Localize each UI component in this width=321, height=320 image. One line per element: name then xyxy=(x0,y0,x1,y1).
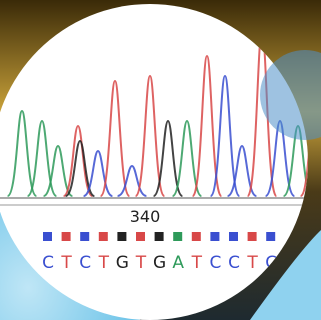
base-square xyxy=(210,232,219,241)
ruler-label: 340 xyxy=(130,207,161,226)
base-square xyxy=(43,232,52,241)
base-square xyxy=(117,232,126,241)
base-letter: T xyxy=(191,253,203,273)
base-square xyxy=(173,232,182,241)
base-square xyxy=(62,232,71,241)
base-letter: T xyxy=(60,253,72,273)
base-letter: G xyxy=(116,253,129,273)
base-square xyxy=(248,232,257,241)
page: 340 3 CTCTGTGATCCTC (() => { const data … xyxy=(0,0,321,320)
base-square xyxy=(229,232,238,241)
base-letter: A xyxy=(172,253,184,273)
base-letter: C xyxy=(42,253,54,273)
base-square xyxy=(155,232,164,241)
base-letter: C xyxy=(228,253,240,273)
base-letter: T xyxy=(98,253,110,273)
base-letter: T xyxy=(135,253,147,273)
base-letter: G xyxy=(153,253,166,273)
base-square xyxy=(136,232,145,241)
base-square xyxy=(99,232,108,241)
base-square xyxy=(80,232,89,241)
base-letter: T xyxy=(246,253,258,273)
base-letter: C xyxy=(209,253,221,273)
base-square xyxy=(266,232,275,241)
base-square xyxy=(192,232,201,241)
scene: 340 3 CTCTGTGATCCTC xyxy=(0,0,321,320)
base-letter: C xyxy=(79,253,91,273)
